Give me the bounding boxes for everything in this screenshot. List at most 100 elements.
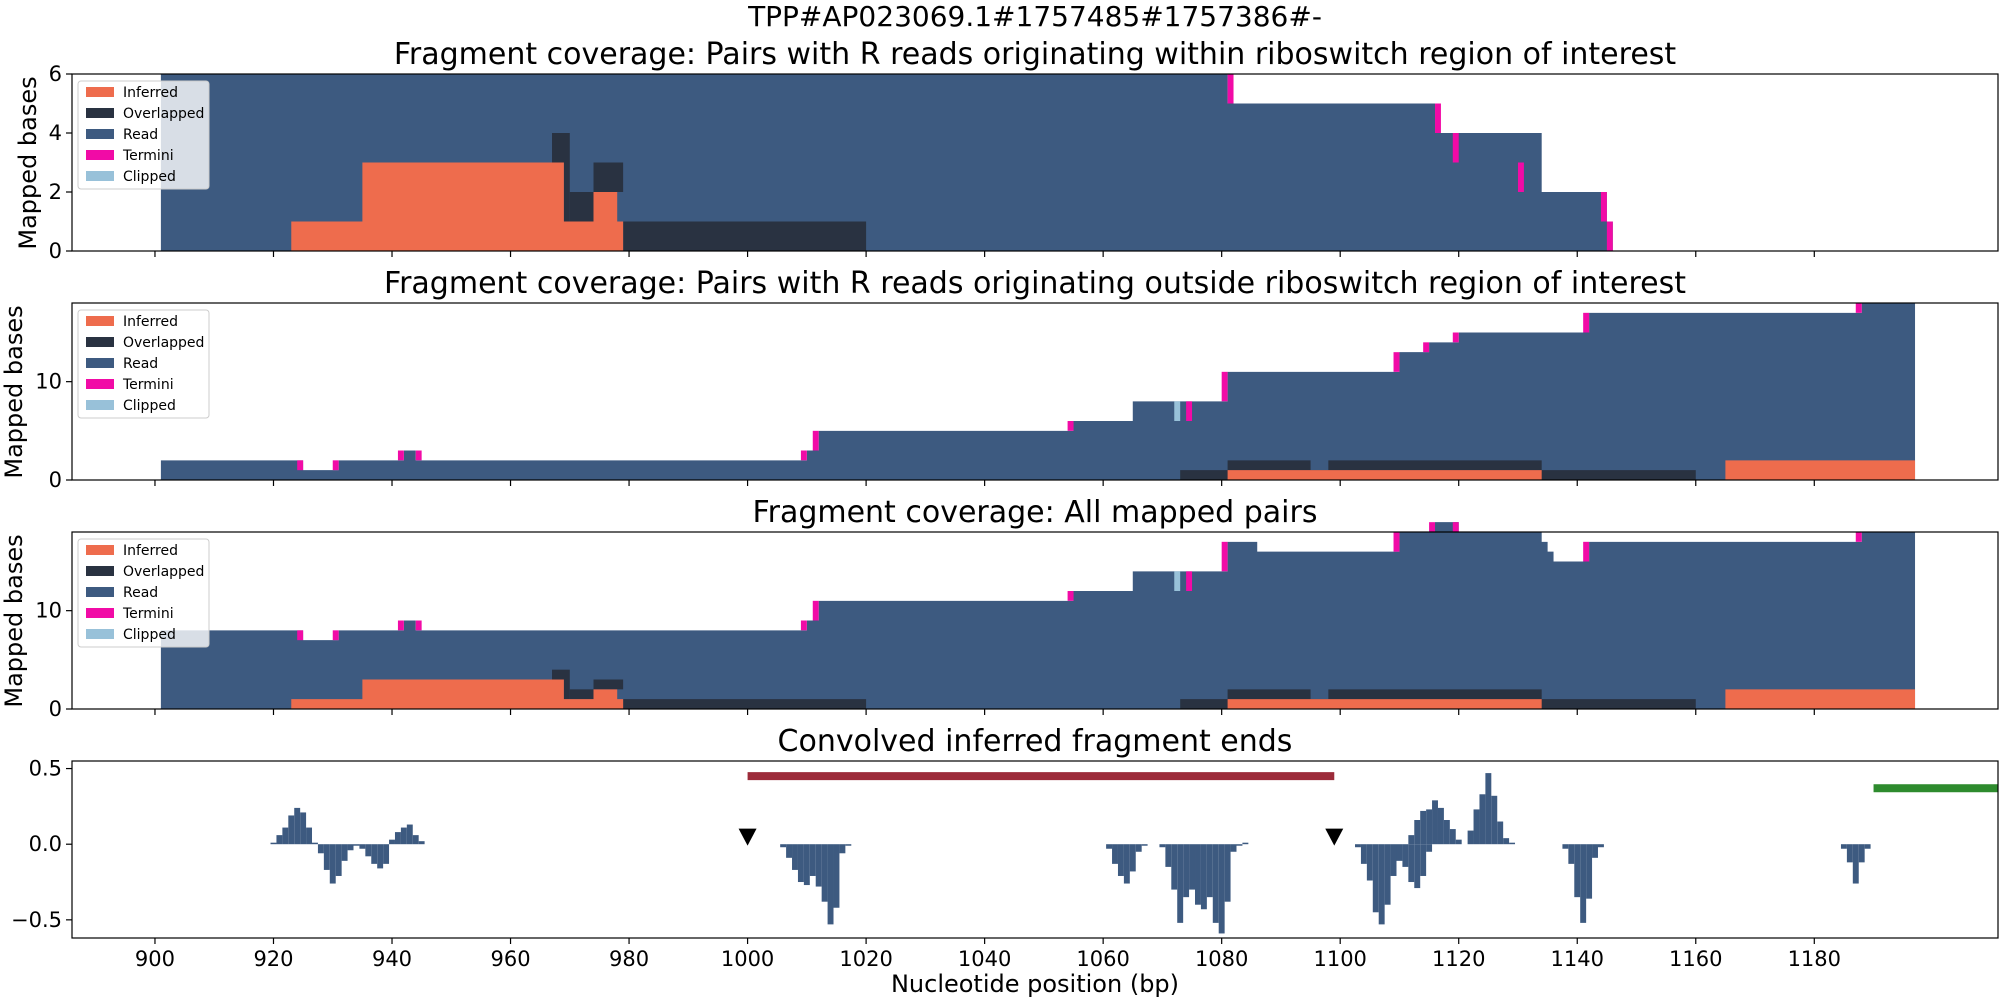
termini-mark — [812, 430, 819, 451]
fragment-end-bar — [1864, 844, 1871, 849]
fragment-end-bar — [1449, 829, 1456, 845]
fragment-end-bar — [1562, 844, 1569, 849]
inferred-coverage-area — [160, 679, 1916, 709]
termini-mark — [1221, 541, 1228, 572]
x-tick-label: 1140 — [1551, 947, 1604, 971]
fragment-end-bar — [317, 844, 324, 854]
panel-3-legend: Inferred Overlapped Read Termini Clipped — [77, 538, 210, 648]
axes-frame — [71, 531, 1999, 710]
termini-mark — [332, 460, 339, 471]
y-tick-label: 10 — [35, 370, 62, 394]
overlapped-block — [552, 669, 570, 680]
legend-label-termini: Termini — [122, 148, 174, 164]
panel-2-title: Fragment coverage: Pairs with R reads or… — [384, 266, 1686, 301]
fragment-end-bar — [1177, 844, 1184, 923]
panel-3: Fragment coverage: All mapped pairs 010 … — [0, 495, 1999, 721]
fragment-end-bar — [341, 844, 348, 861]
fragment-end-bar — [383, 844, 390, 864]
legend-label-read: Read — [123, 356, 158, 372]
termini-mark — [1600, 192, 1607, 222]
x-tick-label: 900 — [135, 947, 175, 971]
legend-swatch-clipped — [86, 629, 114, 639]
clipped-mark — [1174, 571, 1181, 591]
legend-label-clipped: Clipped — [123, 169, 176, 185]
fragment-end-bar — [335, 844, 342, 876]
fragment-end-bar — [1218, 844, 1225, 934]
termini-mark — [1067, 421, 1074, 431]
termini-mark — [1855, 532, 1862, 542]
y-tick-label: 10 — [35, 599, 62, 623]
termini-mark — [1606, 221, 1613, 251]
panel-4-title: Convolved inferred fragment ends — [778, 724, 1293, 759]
x-tick-label: 980 — [609, 947, 649, 971]
overlapped-block — [569, 192, 594, 222]
inferred-coverage-area — [160, 162, 624, 251]
axes-frame — [71, 760, 1999, 939]
fragment-end-bar — [294, 807, 301, 845]
y-tick-label: 0 — [49, 468, 62, 492]
y-tick-label: −0.5 — [11, 908, 62, 932]
fragment-end-bar — [1503, 838, 1510, 845]
fragment-end-bar — [412, 835, 419, 845]
fragment-end-bar — [323, 844, 330, 870]
fragment-end-bar — [1360, 844, 1367, 864]
termini-mark — [397, 450, 404, 461]
fragment-end-bar — [1443, 820, 1450, 845]
fragment-end-bar — [1846, 844, 1853, 863]
fragment-end-bar — [1117, 844, 1124, 876]
fragment-end-bar — [1396, 844, 1403, 861]
termini-mark — [1221, 371, 1228, 402]
termini-mark — [1452, 332, 1459, 343]
overlapped-block — [593, 679, 624, 690]
fragment-end-bar — [1491, 795, 1498, 845]
fragment-end-bar — [1165, 844, 1172, 867]
x-tick-label: 1180 — [1788, 947, 1841, 971]
fragment-end-bar — [1432, 800, 1438, 845]
fragment-end-bar — [1123, 844, 1130, 884]
fragment-end-bar — [780, 844, 787, 848]
region-bar — [747, 772, 1335, 781]
fragment-end-bar — [276, 835, 283, 845]
fragment-end-bar — [353, 844, 360, 846]
termini-mark — [1452, 522, 1459, 532]
legend-label-inferred: Inferred — [123, 314, 178, 330]
legend-swatch-termini — [86, 379, 114, 389]
legend-label-overlapped: Overlapped — [123, 106, 204, 122]
termini-mark — [1227, 74, 1234, 104]
fragment-end-bar — [1135, 844, 1142, 852]
termini-mark — [397, 620, 404, 631]
termini-mark — [800, 620, 807, 631]
fragment-end-bar — [1840, 844, 1847, 849]
fragment-end-bar — [406, 824, 413, 845]
fragment-end-bar — [300, 812, 307, 845]
fragment-end-bar — [359, 844, 366, 849]
panel-1-legend: Inferred Overlapped Read Termini Clipped — [77, 80, 210, 190]
fragment-end-bar — [809, 844, 816, 876]
fragment-end-bar — [797, 844, 804, 883]
panel-3-ylabel: Mapped bases — [0, 534, 28, 707]
panel-1-plot: 0 2 4 6 — [49, 62, 1999, 263]
termini-mark — [1583, 312, 1590, 333]
fragment-end-bar — [827, 844, 834, 925]
fragment-end-bar — [1586, 844, 1593, 899]
termini-mark — [297, 630, 304, 641]
fragment-end-bar — [1420, 810, 1427, 845]
fragment-end-bar — [1574, 844, 1581, 898]
fragment-end-bar — [282, 827, 289, 845]
x-tick-label: 1040 — [958, 947, 1011, 971]
inferred-coverage-area — [160, 460, 1916, 480]
fragment-end-bar — [1366, 844, 1373, 881]
fragment-end-bar — [1195, 844, 1201, 905]
fragment-end-bar — [347, 844, 354, 851]
panel-3-plot: 0 10 — [35, 522, 1999, 721]
termini-mark — [415, 620, 422, 631]
fragment-end-bar — [365, 844, 372, 857]
fragment-end-bar — [1355, 844, 1361, 848]
fragment-end-bar — [1112, 844, 1118, 864]
overlapped-block — [563, 162, 570, 251]
legend-swatch-clipped — [86, 400, 114, 410]
legend-label-inferred: Inferred — [123, 85, 178, 101]
legend-swatch-read — [86, 129, 114, 139]
fragment-end-bar — [821, 844, 828, 902]
region-bar — [1873, 784, 1998, 793]
